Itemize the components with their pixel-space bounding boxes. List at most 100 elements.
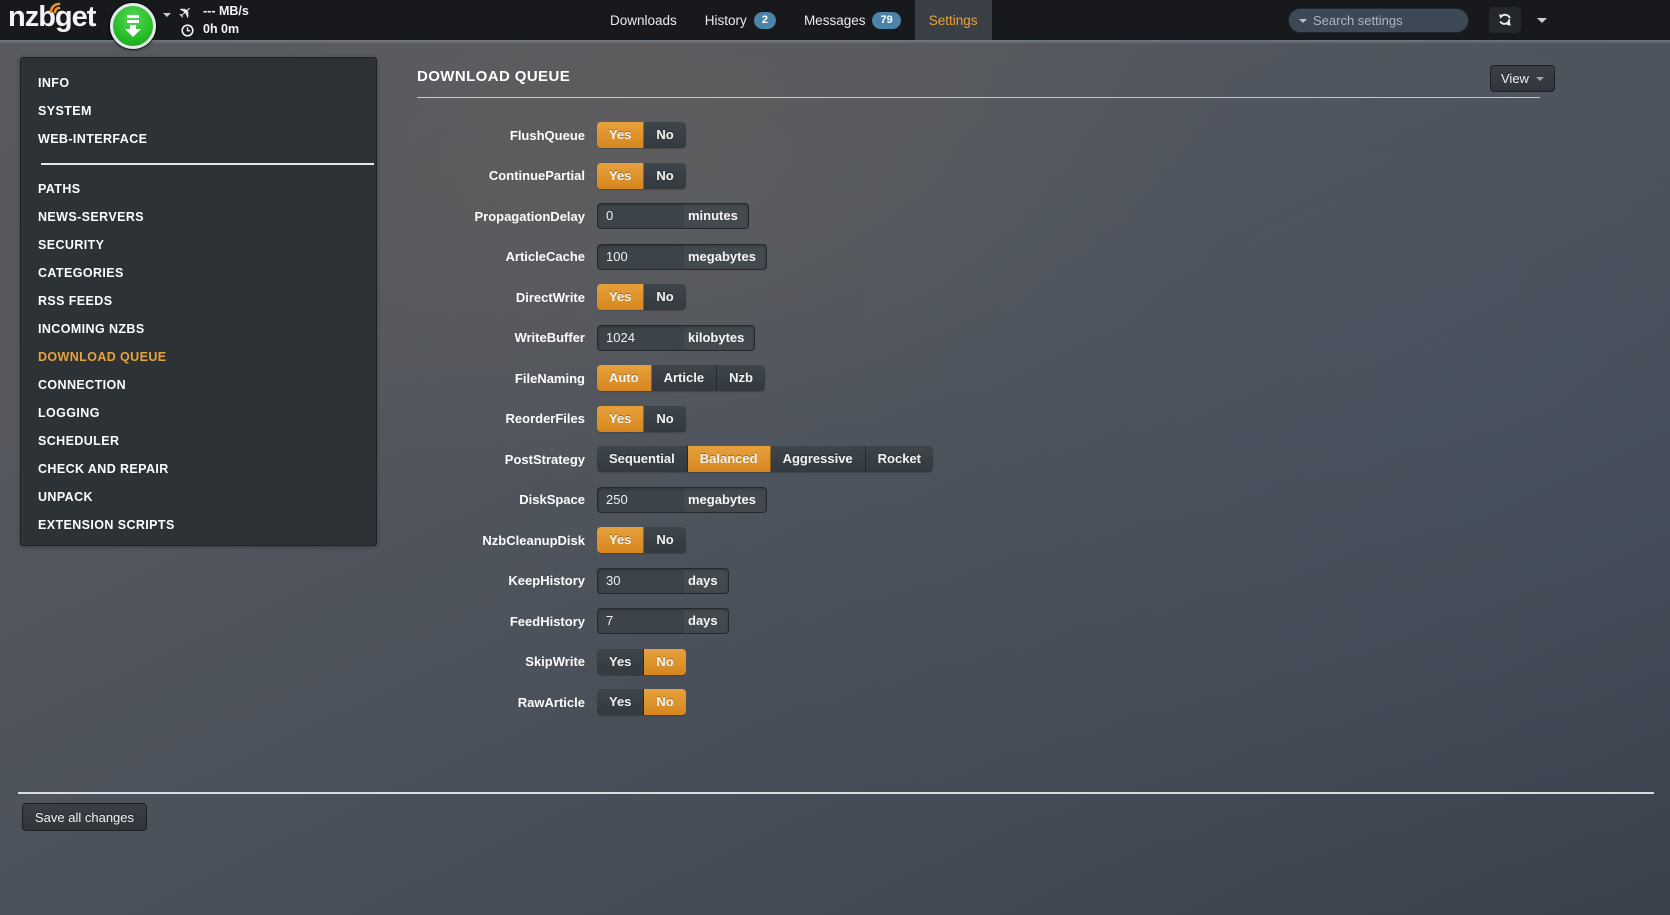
sidebar-item-info[interactable]: INFO — [38, 76, 70, 90]
poststrategy-option-sequential[interactable]: Sequential — [597, 446, 688, 473]
feedhistory-input-group: 7 days — [597, 608, 729, 635]
sidebar-item-incoming-nzbs[interactable]: INCOMING NZBS — [38, 322, 145, 336]
poststrategy-toggle: Sequential Balanced Aggressive Rocket — [597, 446, 934, 473]
setting-row-feedhistory: FeedHistory 7 days — [417, 601, 1540, 642]
sidebar-item-paths[interactable]: PATHS — [38, 182, 81, 196]
setting-label-poststrategy: PostStrategy — [504, 451, 585, 467]
nzbcleanupdisk-option-yes[interactable]: Yes — [597, 527, 645, 554]
reorderfiles-option-no[interactable]: No — [644, 405, 686, 432]
top-navbar: nzbget ✈ --- MB/s 0h 0m Downloads H — [0, 0, 1670, 49]
filenaming-option-nzb[interactable]: Nzb — [717, 365, 765, 392]
directwrite-option-no[interactable]: No — [644, 284, 686, 311]
sidebar-item-logging[interactable]: LOGGING — [38, 406, 100, 420]
sidebar-item-system[interactable]: SYSTEM — [38, 104, 92, 118]
time-remaining: 0h 0m — [203, 22, 240, 36]
setting-label-continuepartial: ContinuePartial — [488, 168, 585, 184]
sidebar-item-scheduler[interactable]: SCHEDULER — [38, 434, 120, 448]
sidebar-item-download-queue[interactable]: DOWNLOAD QUEUE — [38, 350, 167, 364]
sidebar-item-connection[interactable]: CONNECTION — [38, 378, 127, 392]
view-button[interactable]: View — [1490, 65, 1555, 92]
reorderfiles-toggle: Yes No — [597, 405, 686, 432]
setting-label-articlecache: ArticleCache — [505, 249, 585, 265]
feedhistory-input[interactable]: 7 — [606, 613, 614, 629]
tab-history[interactable]: History 2 — [691, 0, 790, 40]
sidebar-item-security[interactable]: SECURITY — [38, 238, 105, 252]
continuepartial-toggle: Yes No — [597, 162, 686, 189]
page-title: DOWNLOAD QUEUE — [417, 68, 571, 85]
chevron-down-icon — [1535, 76, 1544, 81]
flushqueue-option-no[interactable]: No — [644, 122, 686, 149]
skipwrite-toggle: Yes No — [597, 648, 686, 675]
flushqueue-option-yes[interactable]: Yes — [597, 122, 645, 149]
writebuffer-input-group: 1024 kilobytes — [597, 324, 756, 351]
sidebar-item-check-and-repair[interactable]: CHECK AND REPAIR — [38, 462, 169, 476]
unit-label: kilobytes — [684, 326, 754, 350]
articlecache-input[interactable]: 100 — [606, 248, 628, 264]
unit-label: days — [684, 609, 728, 633]
refresh-icon — [1499, 13, 1511, 26]
articlecache-input-group: 100 megabytes — [597, 243, 767, 270]
sidebar-item-categories[interactable]: CATEGORIES — [38, 266, 124, 280]
poststrategy-option-balanced[interactable]: Balanced — [687, 446, 771, 473]
chevron-down-icon[interactable] — [1299, 18, 1307, 23]
chevron-down-icon — [1537, 17, 1547, 23]
sidebar-item-web-interface[interactable]: WEB-INTERFACE — [38, 132, 148, 146]
filenaming-toggle: Auto Article Nzb — [597, 365, 765, 392]
skipwrite-option-no[interactable]: No — [644, 648, 686, 675]
tab-messages[interactable]: Messages 79 — [790, 0, 915, 40]
poststrategy-option-rocket[interactable]: Rocket — [865, 446, 934, 473]
continuepartial-option-no[interactable]: No — [644, 162, 686, 189]
title-divider — [417, 97, 1540, 98]
tab-settings[interactable]: Settings — [914, 0, 992, 40]
propagationdelay-input[interactable]: 0 — [606, 208, 614, 224]
tab-label: History — [704, 12, 747, 28]
download-speed[interactable]: --- MB/s — [203, 4, 249, 18]
view-button-label: View — [1501, 71, 1529, 86]
poststrategy-option-aggressive[interactable]: Aggressive — [770, 446, 866, 473]
refresh-button[interactable] — [1489, 7, 1521, 33]
directwrite-option-yes[interactable]: Yes — [597, 284, 645, 311]
diskspace-input[interactable]: 250 — [606, 491, 628, 507]
writebuffer-input[interactable]: 1024 — [606, 329, 635, 345]
settings-sidebar: INFO SYSTEM WEB-INTERFACE PATHS NEWS-SERVERS… — [20, 57, 377, 546]
filenaming-option-article[interactable]: Article — [651, 365, 718, 392]
flushqueue-toggle: Yes No — [597, 122, 686, 149]
setting-label-reorderfiles: ReorderFiles — [505, 411, 585, 427]
continuepartial-option-yes[interactable]: Yes — [597, 162, 645, 189]
sidebar-item-rss-feeds[interactable]: RSS FEEDS — [38, 294, 113, 308]
tab-downloads[interactable]: Downloads — [596, 0, 691, 40]
setting-label-filenaming: FileNaming — [514, 370, 585, 386]
sidebar-item-extension-scripts[interactable]: EXTENSION SCRIPTS — [38, 518, 175, 532]
setting-row-filenaming: FileNaming Auto Article Nzb — [417, 358, 1540, 399]
search-input[interactable] — [1313, 13, 1489, 28]
setting-label-skipwrite: SkipWrite — [525, 654, 585, 670]
propagationdelay-input-group: 0 minutes — [597, 203, 749, 230]
save-all-changes-button[interactable]: Save all changes — [22, 803, 148, 831]
unit-label: megabytes — [684, 245, 766, 269]
directwrite-toggle: Yes No — [597, 284, 686, 311]
setting-label-diskspace: DiskSpace — [519, 492, 585, 508]
skipwrite-option-yes[interactable]: Yes — [597, 648, 645, 675]
sidebar-item-unpack[interactable]: UNPACK — [38, 490, 93, 504]
options-dropdown-button[interactable] — [1527, 7, 1557, 33]
chevron-down-icon[interactable] — [163, 13, 171, 17]
tab-badge: 2 — [753, 11, 776, 29]
nzbcleanupdisk-option-no[interactable]: No — [644, 527, 686, 554]
setting-label-directwrite: DirectWrite — [515, 289, 585, 305]
filenaming-option-auto[interactable]: Auto — [597, 365, 652, 392]
settings-list: FlushQueue Yes No ContinuePartial Yes No Propa… — [417, 115, 1540, 723]
unit-label: days — [684, 569, 728, 593]
setting-row-nzbcleanupdisk: NzbCleanupDisk Yes No — [417, 520, 1540, 561]
sidebar-item-news-servers[interactable]: NEWS-SERVERS — [38, 210, 144, 224]
setting-label-flushqueue: FlushQueue — [509, 127, 585, 143]
setting-row-continuepartial: ContinuePartial Yes No — [417, 156, 1540, 197]
tab-badge: 79 — [872, 11, 901, 29]
reorderfiles-option-yes[interactable]: Yes — [597, 405, 645, 432]
clock-icon — [181, 24, 194, 42]
keephistory-input[interactable]: 30 — [606, 572, 621, 588]
rawarticle-option-yes[interactable]: Yes — [597, 689, 645, 716]
download-toggle-button[interactable] — [110, 3, 156, 49]
rawarticle-toggle: Yes No — [597, 689, 686, 716]
rawarticle-option-no[interactable]: No — [644, 689, 686, 716]
